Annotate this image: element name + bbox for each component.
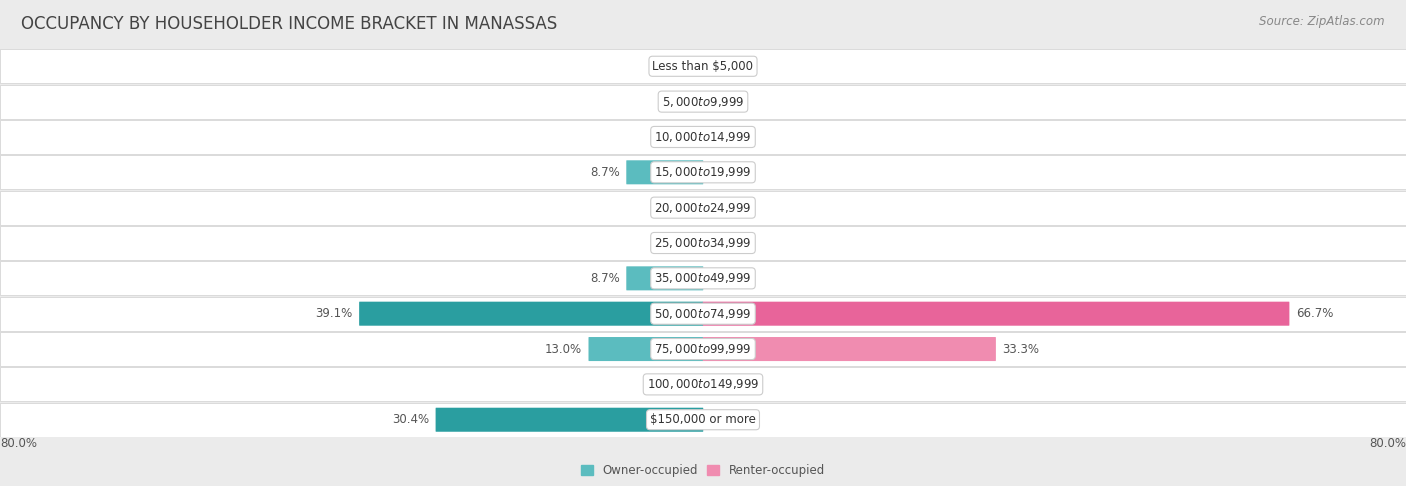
FancyBboxPatch shape [703, 302, 1289, 326]
Text: $15,000 to $19,999: $15,000 to $19,999 [654, 165, 752, 179]
Text: 80.0%: 80.0% [0, 437, 37, 451]
Text: $75,000 to $99,999: $75,000 to $99,999 [654, 342, 752, 356]
FancyBboxPatch shape [0, 191, 1406, 225]
Text: 0.0%: 0.0% [716, 237, 745, 249]
Text: $150,000 or more: $150,000 or more [650, 413, 756, 426]
Text: 0.0%: 0.0% [716, 272, 745, 285]
Text: 8.7%: 8.7% [589, 272, 620, 285]
Text: 0.0%: 0.0% [661, 378, 690, 391]
FancyBboxPatch shape [626, 160, 703, 184]
FancyBboxPatch shape [703, 337, 995, 361]
Text: 0.0%: 0.0% [716, 60, 745, 73]
Text: 0.0%: 0.0% [661, 60, 690, 73]
Text: 0.0%: 0.0% [716, 130, 745, 143]
Text: 39.1%: 39.1% [315, 307, 353, 320]
Text: Less than $5,000: Less than $5,000 [652, 60, 754, 73]
FancyBboxPatch shape [0, 226, 1406, 260]
Text: 0.0%: 0.0% [716, 201, 745, 214]
Text: OCCUPANCY BY HOUSEHOLDER INCOME BRACKET IN MANASSAS: OCCUPANCY BY HOUSEHOLDER INCOME BRACKET … [21, 15, 557, 33]
FancyBboxPatch shape [436, 408, 703, 432]
FancyBboxPatch shape [0, 120, 1406, 154]
Text: 30.4%: 30.4% [392, 413, 429, 426]
Text: 0.0%: 0.0% [716, 166, 745, 179]
Text: 80.0%: 80.0% [1369, 437, 1406, 451]
Text: $20,000 to $24,999: $20,000 to $24,999 [654, 201, 752, 215]
FancyBboxPatch shape [0, 261, 1406, 295]
FancyBboxPatch shape [0, 156, 1406, 189]
FancyBboxPatch shape [589, 337, 703, 361]
Text: 0.0%: 0.0% [716, 378, 745, 391]
Text: 8.7%: 8.7% [589, 166, 620, 179]
FancyBboxPatch shape [0, 403, 1406, 437]
Text: 0.0%: 0.0% [661, 130, 690, 143]
Text: $5,000 to $9,999: $5,000 to $9,999 [662, 95, 744, 108]
Text: 0.0%: 0.0% [716, 413, 745, 426]
Text: $50,000 to $74,999: $50,000 to $74,999 [654, 307, 752, 321]
Text: 33.3%: 33.3% [1002, 343, 1039, 356]
Text: $25,000 to $34,999: $25,000 to $34,999 [654, 236, 752, 250]
Text: 66.7%: 66.7% [1296, 307, 1333, 320]
Text: 0.0%: 0.0% [661, 201, 690, 214]
Text: Source: ZipAtlas.com: Source: ZipAtlas.com [1260, 15, 1385, 28]
FancyBboxPatch shape [359, 302, 703, 326]
Text: $10,000 to $14,999: $10,000 to $14,999 [654, 130, 752, 144]
Legend: Owner-occupied, Renter-occupied: Owner-occupied, Renter-occupied [576, 460, 830, 482]
Text: 0.0%: 0.0% [661, 95, 690, 108]
Text: $35,000 to $49,999: $35,000 to $49,999 [654, 271, 752, 285]
FancyBboxPatch shape [0, 297, 1406, 330]
FancyBboxPatch shape [0, 367, 1406, 401]
FancyBboxPatch shape [626, 266, 703, 290]
FancyBboxPatch shape [0, 49, 1406, 83]
Text: 0.0%: 0.0% [661, 237, 690, 249]
FancyBboxPatch shape [0, 332, 1406, 366]
Text: 13.0%: 13.0% [544, 343, 582, 356]
Text: 0.0%: 0.0% [716, 95, 745, 108]
Text: $100,000 to $149,999: $100,000 to $149,999 [647, 378, 759, 391]
FancyBboxPatch shape [0, 85, 1406, 119]
